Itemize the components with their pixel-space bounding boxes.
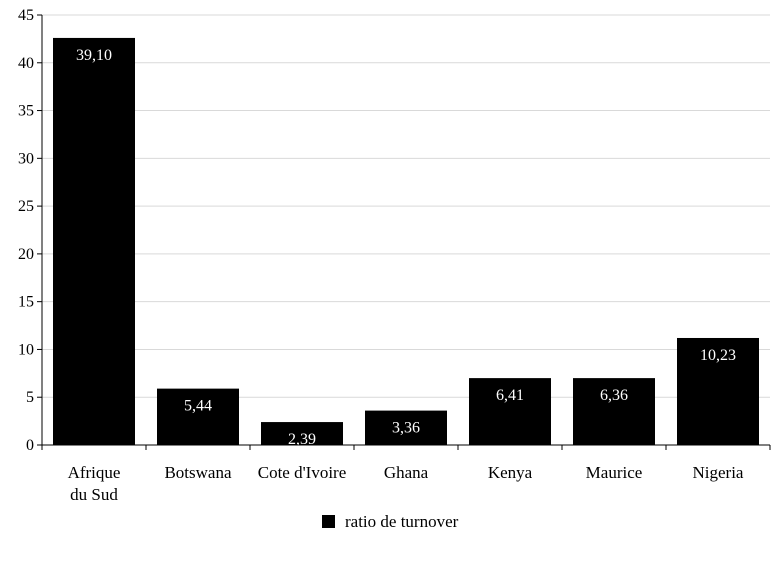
bar — [365, 410, 447, 445]
bar — [261, 422, 343, 445]
x-tick-label: du Sud — [70, 485, 118, 504]
legend-label: ratio de turnover — [345, 512, 459, 531]
data-label: 10,23 — [700, 347, 736, 364]
data-label: 3,36 — [392, 420, 420, 437]
y-tick-label: 40 — [18, 55, 34, 72]
bar — [573, 378, 655, 445]
data-label: 39,10 — [76, 47, 112, 64]
bar — [677, 337, 759, 445]
y-tick-label: 45 — [18, 7, 34, 24]
bars — [53, 37, 759, 445]
y-tick-label: 0 — [26, 437, 34, 454]
x-tick-label: Maurice — [586, 463, 643, 482]
y-tick-label: 5 — [26, 389, 34, 406]
legend-swatch — [322, 515, 335, 528]
y-tick-label: 25 — [18, 198, 34, 215]
y-tick-label: 10 — [18, 341, 34, 358]
data-label: 5,44 — [184, 398, 212, 415]
y-tick-label: 30 — [18, 150, 34, 167]
x-tick-label: Ghana — [384, 463, 429, 482]
x-tick-label: Nigeria — [693, 463, 744, 482]
x-tick-label: Cote d'Ivoire — [258, 463, 347, 482]
data-labels: 39,10 5,44 2,39 3,36 6,41 6,36 10,23 — [76, 47, 736, 448]
gridlines — [42, 14, 770, 398]
data-label: 6,41 — [496, 387, 524, 404]
bar — [157, 388, 239, 445]
x-tick-label: Afrique — [68, 463, 121, 482]
x-tick-label: Botswana — [164, 463, 232, 482]
x-tick-label: Kenya — [488, 463, 533, 482]
y-tick-label: 20 — [18, 246, 34, 263]
data-label: 6,36 — [600, 387, 628, 404]
legend: ratio de turnover — [322, 512, 459, 531]
axes: 0 5 10 15 20 25 30 35 40 45 Afrique du Sud Botswana C… — [18, 7, 771, 504]
y-tick-label: 35 — [18, 103, 34, 120]
data-label: 2,39 — [288, 431, 316, 448]
y-tick-label: 15 — [18, 294, 34, 311]
bar — [469, 378, 551, 445]
bar — [53, 37, 135, 445]
